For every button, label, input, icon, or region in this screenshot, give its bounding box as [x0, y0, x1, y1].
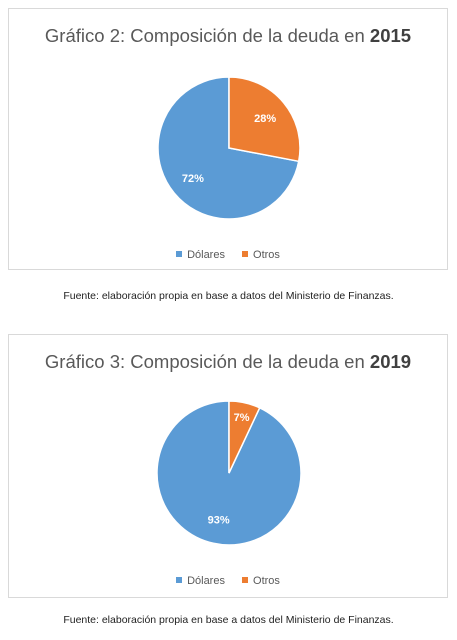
figure-caption: Fuente: elaboración propia en base a dat… — [63, 290, 394, 302]
chart-2019: Gráfico 3: Composición de la deuda en 20… — [8, 334, 448, 598]
chart-title-text: Gráfico 3: Composición de la deuda en — [44, 351, 370, 372]
pie-data-label: 93% — [208, 514, 230, 526]
pie-data-label: 72% — [182, 173, 204, 185]
pie-chart-2015: 72% 28% — [157, 76, 301, 220]
chart-legend: Dólares Otros — [9, 575, 447, 587]
legend-label: Dólares — [187, 575, 225, 587]
chart-title-text: Gráfico 2: Composición de la deuda en — [44, 25, 370, 46]
legend-label: Otros — [253, 575, 280, 587]
legend-item-otros: Otros — [242, 575, 280, 587]
legend-label: Otros — [253, 249, 280, 261]
legend-swatch-otros — [242, 251, 249, 257]
pie-data-label: 7% — [234, 412, 250, 424]
legend-swatch-dolares — [176, 251, 183, 257]
legend-swatch-dolares — [176, 577, 183, 583]
legend-item-dolares: Dólares — [176, 575, 225, 587]
chart-2015: Gráfico 2: Composición de la deuda en 20… — [8, 8, 448, 270]
legend-item-otros: Otros — [242, 249, 280, 261]
pie-slice-otros — [228, 76, 301, 163]
chart-title: Gráfico 2: Composición de la deuda en 20… — [9, 25, 447, 47]
legend-item-dolares: Dólares — [176, 249, 225, 261]
pie-chart-2019: 93% 7% — [156, 400, 302, 546]
chart-title-year: 2015 — [369, 25, 412, 46]
chart-title-year: 2019 — [369, 351, 412, 372]
chart-title: Gráfico 3: Composición de la deuda en 20… — [9, 351, 447, 373]
legend-swatch-otros — [242, 577, 249, 583]
legend-label: Dólares — [187, 249, 225, 261]
pie-data-label: 28% — [254, 113, 276, 125]
figure-caption: Fuente: elaboración propia en base a dat… — [63, 614, 394, 626]
chart-legend: Dólares Otros — [9, 249, 447, 261]
pie-slice-otros — [228, 400, 261, 474]
